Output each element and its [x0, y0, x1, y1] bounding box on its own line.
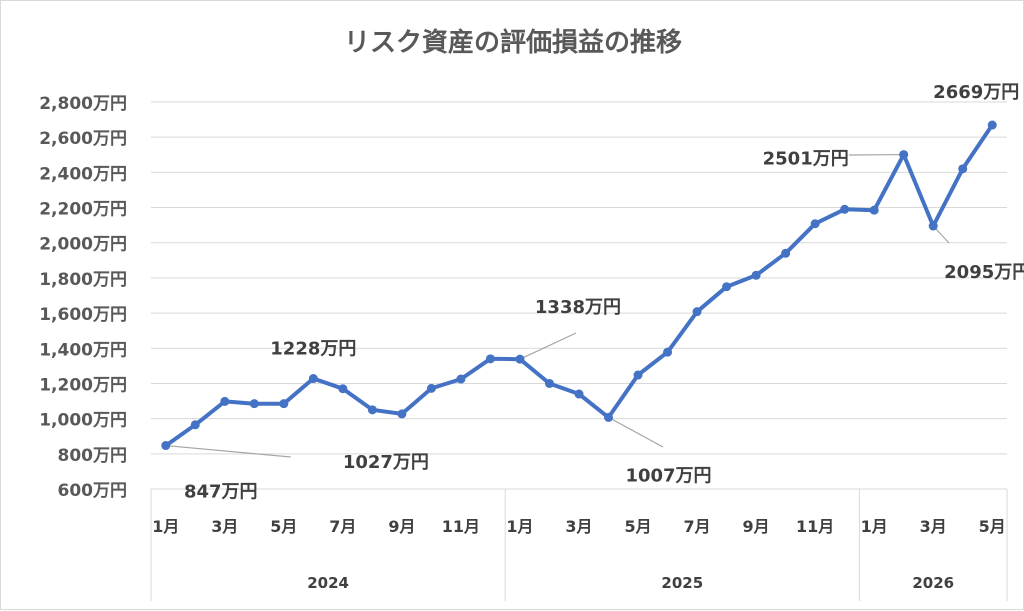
year-label: 2025	[661, 574, 703, 592]
y-axis: 600万円 800万円 1,000万円 1,200万円 1,400万円 1,600万円 1,…	[39, 94, 127, 501]
data-point	[279, 399, 288, 408]
data-point	[988, 121, 997, 130]
series-line	[161, 121, 996, 451]
leader-line	[609, 417, 663, 447]
data-point	[575, 390, 584, 399]
data-label: 1338万円	[535, 297, 621, 318]
x-tick-label: 5月	[624, 517, 651, 536]
y-tick-label: 2,800万円	[39, 94, 127, 114]
x-tick-label: 5月	[979, 517, 1006, 536]
data-point	[722, 282, 731, 291]
y-tick-label: 2,000万円	[39, 235, 127, 255]
x-tick-label: 1月	[861, 517, 888, 536]
data-label: 2501万円	[763, 149, 849, 170]
year-label: 2024	[307, 574, 349, 592]
data-label: 2095万円	[944, 262, 1024, 283]
data-label: 2669万円	[933, 82, 1019, 103]
y-tick-label: 800万円	[58, 446, 128, 466]
data-point	[929, 222, 938, 231]
data-label: 1027万円	[343, 452, 429, 473]
data-point	[397, 409, 406, 418]
y-tick-label: 600万円	[58, 481, 128, 501]
data-point	[545, 379, 554, 388]
data-point	[840, 205, 849, 214]
data-point	[870, 206, 879, 215]
y-tick-label: 1,600万円	[39, 305, 127, 325]
data-point	[161, 441, 170, 450]
x-tick-label: 11月	[796, 517, 834, 536]
x-tick-label: 5月	[270, 517, 297, 536]
data-point	[191, 420, 200, 429]
data-point	[958, 164, 967, 173]
data-point	[515, 355, 524, 364]
data-point	[486, 354, 495, 363]
y-tick-label: 1,000万円	[39, 411, 127, 431]
x-tick-label: 9月	[743, 517, 770, 536]
data-point	[752, 271, 761, 280]
x-tick-label: 11月	[442, 517, 480, 536]
y-tick-label: 1,800万円	[39, 270, 127, 290]
data-point	[693, 307, 702, 316]
x-tick-label: 3月	[920, 517, 947, 536]
x-tick-label: 7月	[683, 517, 710, 536]
data-point	[368, 405, 377, 414]
data-point	[250, 399, 259, 408]
data-point	[338, 384, 347, 393]
data-point	[220, 397, 229, 406]
data-point	[456, 375, 465, 384]
data-point	[811, 219, 820, 228]
leader-line	[520, 333, 576, 359]
y-tick-label: 1,200万円	[39, 375, 127, 395]
leader-line	[166, 446, 291, 457]
x-tick-label: 1月	[506, 517, 533, 536]
x-tick-label: 3月	[565, 517, 592, 536]
x-tick-label: 9月	[388, 517, 415, 536]
y-tick-label: 1,400万円	[39, 340, 127, 360]
x-tick-label: 1月	[152, 517, 179, 536]
y-tick-label: 2,400万円	[39, 164, 127, 184]
data-point	[634, 371, 643, 380]
y-tick-label: 2,600万円	[39, 129, 127, 149]
x-axis: 1月 3月 5月 7月 9月 11月 1月 3月 5月 7月 9月 11月 1月 3月 5月 2024 2025…	[151, 489, 1007, 601]
data-point	[309, 374, 318, 383]
x-tick-label: 3月	[211, 517, 238, 536]
y-tick-label: 2,200万円	[39, 200, 127, 220]
data-label: 847万円	[184, 482, 258, 503]
data-point	[899, 150, 908, 159]
data-point	[663, 348, 672, 357]
chart-title: リスク資産の評価損益の推移	[344, 27, 682, 58]
data-labels: 847万円 1228万円 1027万円 1338万円 1007万円 2501万円 2095万…	[184, 82, 1024, 503]
x-tick-label: 7月	[329, 517, 356, 536]
data-label: 1228万円	[270, 339, 356, 360]
data-point	[781, 249, 790, 258]
data-point	[604, 413, 613, 422]
data-label: 1007万円	[625, 465, 711, 486]
data-point	[427, 384, 436, 393]
year-label: 2026	[912, 574, 954, 592]
